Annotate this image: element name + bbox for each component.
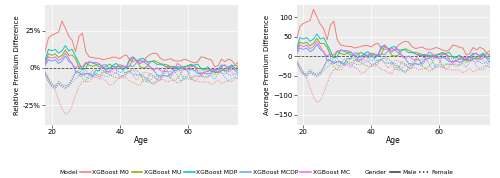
Y-axis label: Average Premium Difference: Average Premium Difference xyxy=(264,15,270,115)
Y-axis label: Relative Premium Difference: Relative Premium Difference xyxy=(14,15,20,115)
X-axis label: Age: Age xyxy=(134,136,149,145)
X-axis label: Age: Age xyxy=(386,136,400,145)
Legend: Model, XGBoost M0, XGBoost MU, XGBoost MDP, XGBoost MCDP, XGBoost MC, Gender, Ma: Model, XGBoost M0, XGBoost MU, XGBoost M… xyxy=(46,170,454,175)
